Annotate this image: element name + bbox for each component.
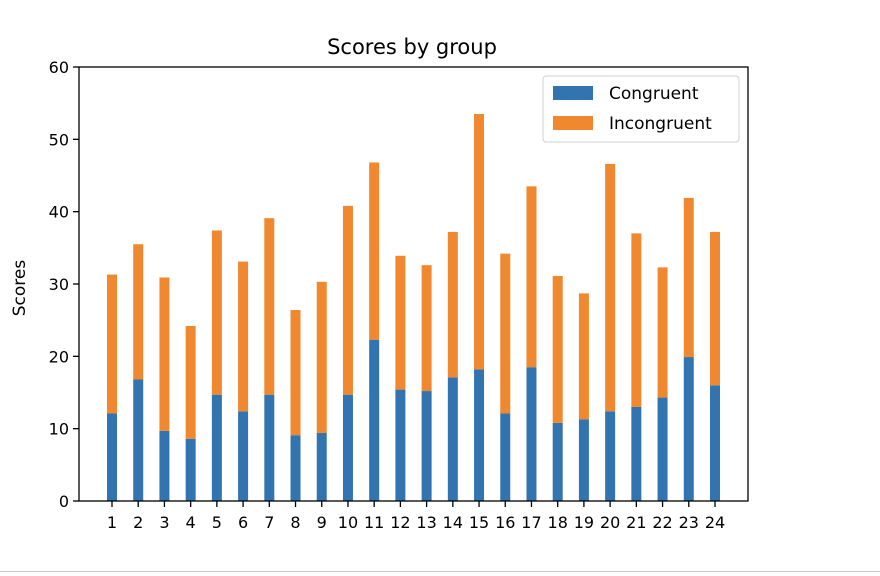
x-tick-label: 8 <box>290 513 300 532</box>
x-tick-label: 16 <box>495 513 515 532</box>
x-tick-label: 1 <box>107 513 117 532</box>
legend-label-congruent: Congruent <box>609 84 699 104</box>
x-tick-label: 21 <box>626 513 646 532</box>
bar-incongruent-19 <box>578 293 589 420</box>
y-tick-label: 50 <box>49 130 69 149</box>
bar-incongruent-13 <box>421 265 432 392</box>
legend-swatch-congruent <box>553 86 593 100</box>
bar-incongruent-10 <box>342 205 353 395</box>
x-tick-label: 14 <box>443 513 463 532</box>
bar-congruent-9 <box>316 433 327 501</box>
x-tick-label: 7 <box>264 513 274 532</box>
x-tick-label: 2 <box>133 513 143 532</box>
bar-congruent-21 <box>631 406 642 501</box>
bar-incongruent-15 <box>474 114 485 370</box>
plot-frame <box>78 66 749 502</box>
bar-incongruent-14 <box>447 231 458 378</box>
legend: Congruent Incongruent <box>542 75 740 143</box>
bar-congruent-7 <box>264 394 275 501</box>
bar-congruent-19 <box>578 419 589 501</box>
bar-incongruent-11 <box>369 162 380 340</box>
bar-congruent-13 <box>421 391 432 501</box>
bar-incongruent-9 <box>316 281 327 434</box>
bar-incongruent-23 <box>683 197 694 358</box>
bar-incongruent-1 <box>107 274 117 414</box>
bar-congruent-14 <box>447 377 458 501</box>
bar-incongruent-8 <box>290 310 301 436</box>
bar-congruent-3 <box>159 430 170 501</box>
x-tick-label: 20 <box>600 513 620 532</box>
y-tick-label: 60 <box>49 58 69 77</box>
y-axis-label: Scores <box>10 260 30 317</box>
x-tick-label: 17 <box>521 513 541 532</box>
bar-congruent-24 <box>710 385 720 501</box>
bar-congruent-6 <box>238 411 249 501</box>
bar-congruent-20 <box>605 411 616 501</box>
bar-incongruent-24 <box>710 231 720 386</box>
x-tick-label: 22 <box>652 513 672 532</box>
y-tick-label: 30 <box>49 275 69 294</box>
y-tick-label: 0 <box>59 492 69 511</box>
bar-incongruent-21 <box>631 233 642 407</box>
bar-incongruent-18 <box>552 276 563 423</box>
x-tick-label: 18 <box>548 513 568 532</box>
bar-congruent-5 <box>211 394 222 501</box>
x-tick-label: 11 <box>364 513 384 532</box>
bar-congruent-17 <box>526 367 537 501</box>
x-tick-label: 23 <box>679 513 699 532</box>
x-tick-label: 24 <box>705 513 725 532</box>
legend-swatch-incongruent <box>553 116 593 130</box>
x-tick-label: 5 <box>212 513 222 532</box>
y-tick-label: 10 <box>49 420 69 439</box>
bar-congruent-22 <box>657 397 668 501</box>
y-tick-label: 20 <box>49 347 69 366</box>
x-tick-label: 3 <box>159 513 169 532</box>
x-tick-label: 4 <box>186 513 196 532</box>
bar-congruent-23 <box>683 357 694 501</box>
bar-incongruent-12 <box>395 255 406 390</box>
x-tick-label: 15 <box>469 513 489 532</box>
bar-congruent-2 <box>133 379 144 501</box>
bar-congruent-1 <box>107 413 117 501</box>
bar-incongruent-3 <box>159 277 170 431</box>
x-tick-label: 12 <box>390 513 410 532</box>
bar-incongruent-6 <box>238 261 249 412</box>
bar-incongruent-16 <box>500 253 511 414</box>
x-tick-label: 19 <box>574 513 594 532</box>
x-tick-label: 6 <box>238 513 248 532</box>
bar-incongruent-20 <box>605 163 616 412</box>
bar-incongruent-17 <box>526 186 537 368</box>
bar-congruent-4 <box>185 438 196 501</box>
bar-incongruent-7 <box>264 218 275 395</box>
bar-congruent-10 <box>342 394 353 501</box>
bar-congruent-16 <box>500 413 511 501</box>
legend-label-incongruent: Incongruent <box>609 114 712 134</box>
y-axis: 0 10 20 30 40 50 60 <box>49 58 79 511</box>
bar-congruent-18 <box>552 422 563 501</box>
bar-congruent-12 <box>395 389 406 501</box>
x-tick-label: 10 <box>338 513 358 532</box>
x-tick-label: 9 <box>317 513 327 532</box>
bars-layer <box>107 114 720 501</box>
chart-title: Scores by group <box>327 35 497 59</box>
y-tick-label: 40 <box>49 203 69 222</box>
bar-incongruent-2 <box>133 244 144 380</box>
window-bottom-border <box>0 571 880 572</box>
bar-congruent-15 <box>474 369 485 501</box>
bar-congruent-8 <box>290 435 301 501</box>
bar-congruent-11 <box>369 339 380 501</box>
bar-incongruent-22 <box>657 267 668 398</box>
bar-incongruent-5 <box>211 230 222 395</box>
bar-incongruent-4 <box>185 325 196 439</box>
x-tick-label: 13 <box>416 513 436 532</box>
x-axis: 1 2 3 4 5 6 7 8 9 10 11 12 13 14 15 16 17 18 19 20 21 22 23 24 <box>107 501 725 532</box>
